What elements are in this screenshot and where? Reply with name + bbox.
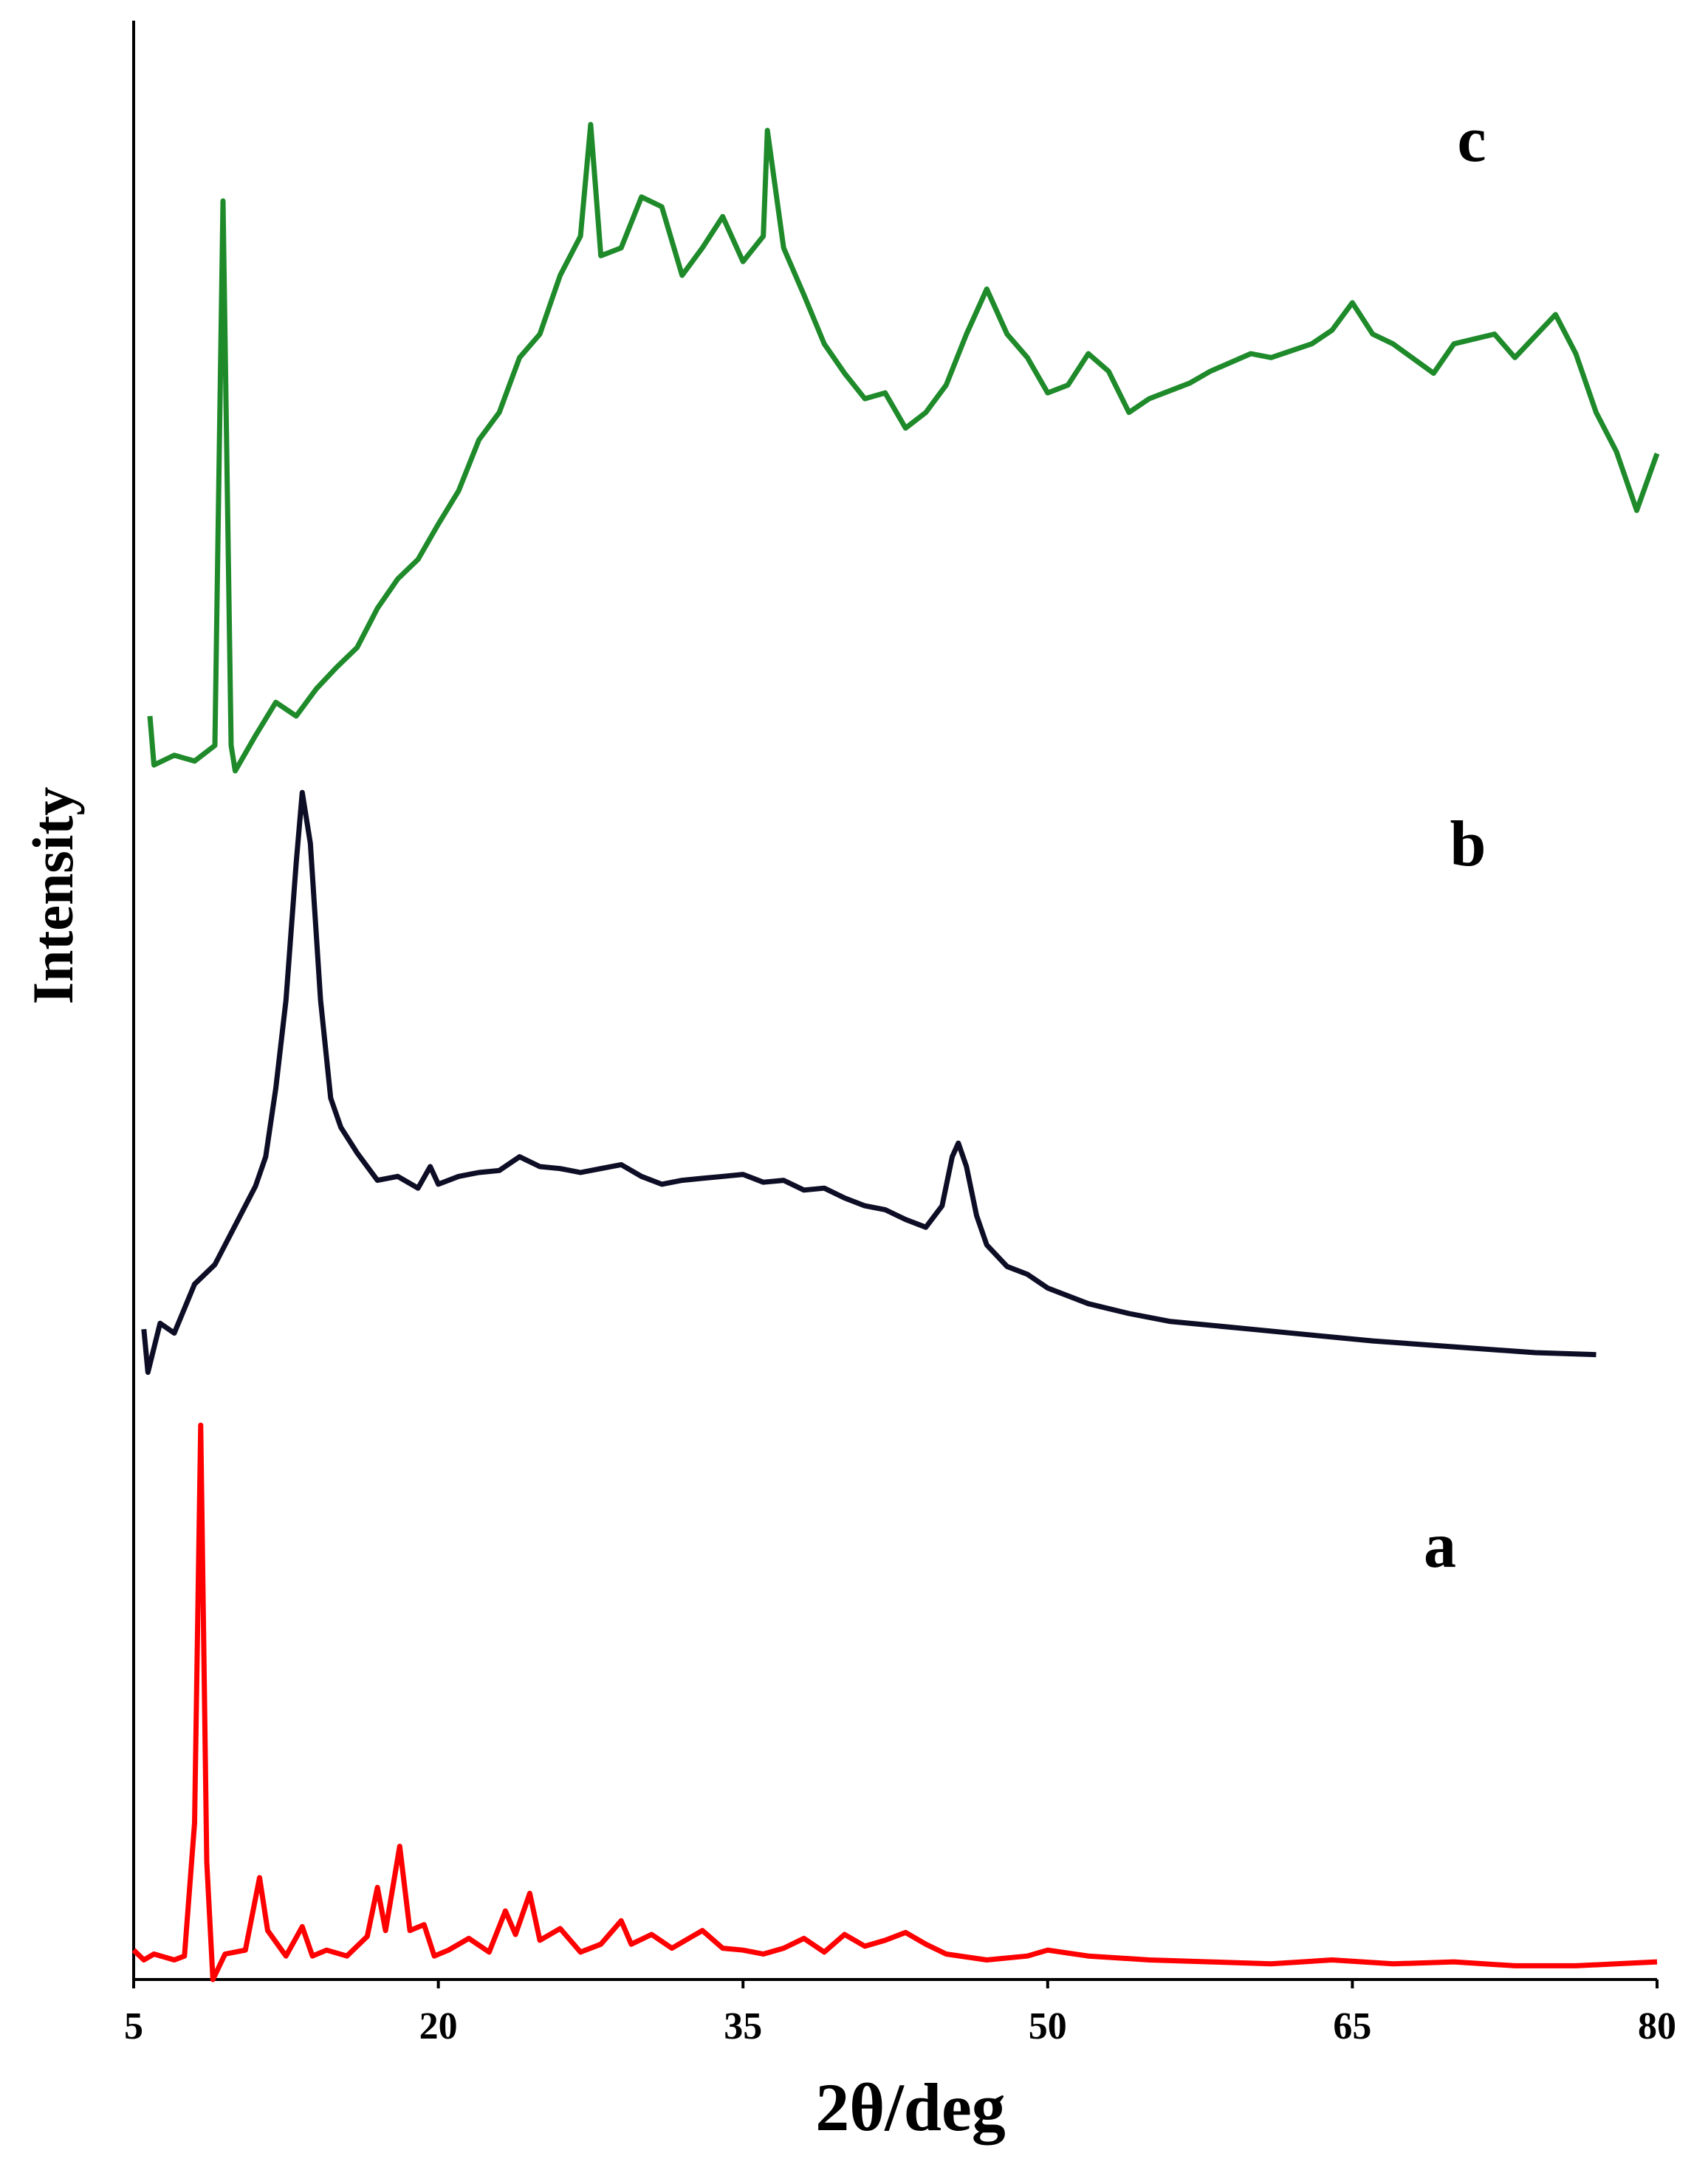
series-label: c	[1457, 104, 1486, 176]
y-axis-title: Intensity	[21, 787, 85, 1005]
x-tick-label: 80	[1638, 2005, 1676, 2047]
x-axis-title: 2θ/deg	[815, 2070, 1006, 2145]
series-label: a	[1424, 1510, 1456, 1582]
x-tick-label: 65	[1333, 2005, 1371, 2047]
x-tick-label: 5	[124, 2005, 143, 2047]
x-tick-label: 35	[724, 2005, 762, 2047]
x-tick-label: 50	[1029, 2005, 1067, 2047]
series-label: b	[1450, 808, 1486, 880]
series-line	[147, 122, 1660, 774]
series-line	[141, 789, 1596, 1376]
x-tick-label: 20	[419, 2005, 458, 2047]
series-line	[131, 1422, 1658, 1982]
